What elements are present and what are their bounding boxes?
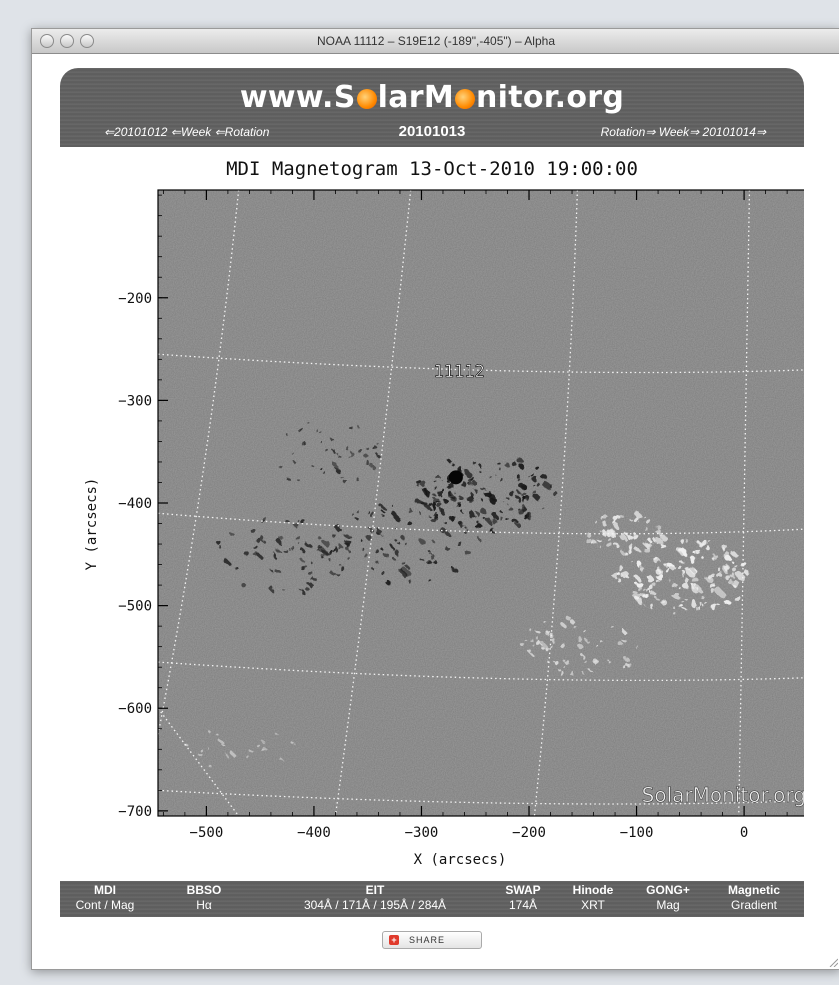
site-banner: www.S larM nitor.org ⇐20101012 ⇐Week ⇐Rota… xyxy=(60,68,804,147)
x-tick-label: 0 xyxy=(740,825,748,841)
toolbar-item-hinode[interactable]: Hinode XRT xyxy=(562,883,624,913)
y-tick-label: −600 xyxy=(118,701,152,717)
x-tick-label: −300 xyxy=(405,825,439,841)
instrument-toolbar: MDI Cont / Mag BBSO Hα EIT 304Å / 171Å / 195Å… xyxy=(60,881,804,917)
current-date: 20101013 xyxy=(398,123,466,140)
close-window-button[interactable] xyxy=(40,34,54,48)
x-axis-label: X (arcsecs) xyxy=(414,852,507,868)
y-tick-label: −700 xyxy=(118,804,152,820)
toolbar-item-subtitle: 304Å / 171Å / 195Å / 284Å xyxy=(303,898,447,912)
previous-navigation-links[interactable]: ⇐20101012 ⇐Week ⇐Rotation xyxy=(104,125,270,139)
toolbar-item-subtitle: 174Å xyxy=(508,898,538,912)
toolbar-item-magnetic[interactable]: Magnetic Gradient xyxy=(712,883,796,913)
toolbar-item-gong[interactable]: GONG+ Mag xyxy=(634,883,702,913)
toolbar-item-subtitle: Gradient xyxy=(730,898,778,912)
minimize-window-button[interactable] xyxy=(60,34,74,48)
sun-o-icon xyxy=(356,89,377,109)
toolbar-item-title: EIT xyxy=(365,883,385,897)
watermark: SolarMonitor.org xyxy=(642,783,804,807)
toolbar-item-title: MDI xyxy=(94,883,116,897)
toolbar-item-title: SWAP xyxy=(505,883,541,897)
x-tick-label: −400 xyxy=(297,825,331,841)
zoom-window-button[interactable] xyxy=(80,34,94,48)
toolbar-item-subtitle: Hα xyxy=(196,898,212,912)
x-tick-label: −500 xyxy=(190,825,224,841)
toolbar-item-subtitle: XRT xyxy=(581,898,605,912)
title-bar[interactable]: NOAA 11112 – S19E12 (-189",-405") – Alph… xyxy=(32,29,839,54)
window-title: NOAA 11112 – S19E12 (-189",-405") – Alph… xyxy=(316,34,555,48)
toolbar-item-subtitle: Mag xyxy=(656,898,680,912)
toolbar-item-mdi[interactable]: MDI Cont / Mag xyxy=(74,883,136,913)
toolbar-item-title: BBSO xyxy=(186,883,222,897)
chart-title: MDI Magnetogram 13-Oct-2010 19:00:00 xyxy=(226,158,638,180)
toolbar-item-title: Magnetic xyxy=(727,883,780,897)
toolbar-item-eit[interactable]: EIT 304Å / 171Å / 195Å / 284Å xyxy=(260,883,490,913)
toolbar-item-bbso[interactable]: BBSO Hα xyxy=(172,883,236,913)
date-navigation: ⇐20101012 ⇐Week ⇐Rotation 20101013 Rotat… xyxy=(60,123,804,142)
plus-icon: + xyxy=(389,935,399,945)
resize-grip-icon[interactable] xyxy=(828,957,838,967)
y-tick-label: −200 xyxy=(118,291,152,307)
toolbar-item-swap[interactable]: SWAP 174Å xyxy=(496,883,550,913)
browser-window: NOAA 11112 – S19E12 (-189",-405") – Alph… xyxy=(31,28,839,970)
y-tick-label: −300 xyxy=(118,393,152,409)
toolbar-item-subtitle: Cont / Mag xyxy=(75,898,135,912)
magnetogram-chart: MDI Magnetogram 13-Oct-2010 19:00:00 −50… xyxy=(84,158,804,868)
y-tick-label: −500 xyxy=(118,599,152,615)
x-tick-label: −100 xyxy=(620,825,654,841)
y-tick-label: −400 xyxy=(118,496,152,512)
x-tick-label: −200 xyxy=(512,825,546,841)
share-button[interactable]: + SHARE xyxy=(382,931,482,949)
magnetogram-noise xyxy=(158,190,804,816)
next-navigation-links[interactable]: Rotation⇒ Week⇒ 20101014⇒ xyxy=(600,125,766,139)
share-label: SHARE xyxy=(409,935,446,945)
toolbar-item-title: GONG+ xyxy=(646,883,690,897)
heliographic-grid xyxy=(158,190,804,816)
sun-o-icon xyxy=(455,89,476,109)
toolbar-item-title: Hinode xyxy=(572,883,614,897)
y-axis-label: Y (arcsecs) xyxy=(84,478,100,571)
site-logo[interactable]: www.S larM nitor.org xyxy=(239,80,625,115)
active-region-label: 11112 xyxy=(434,362,485,382)
